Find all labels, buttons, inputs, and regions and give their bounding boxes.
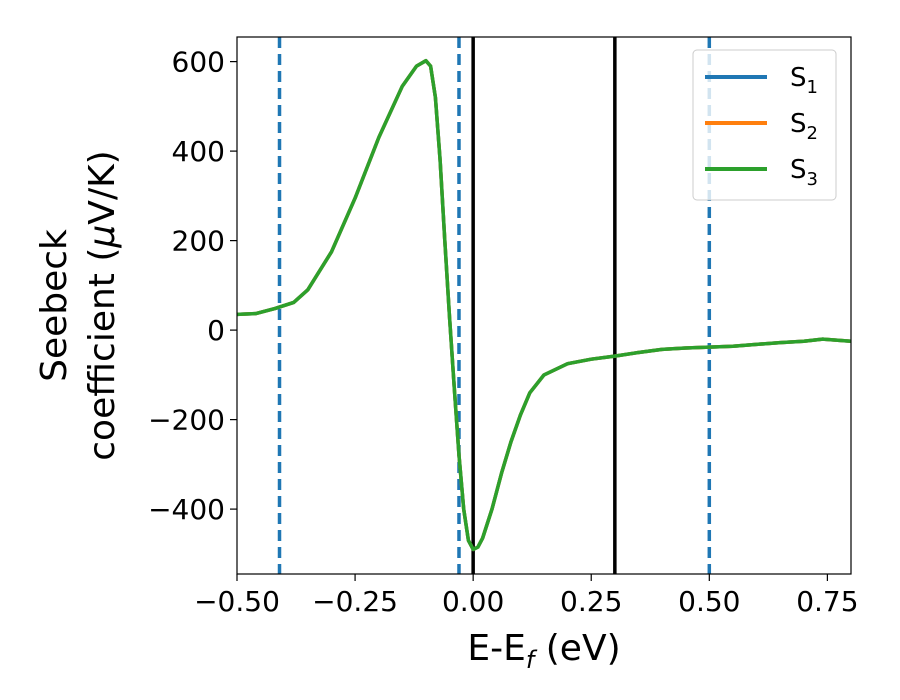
- y-axis: −400 −200 0 200 400 600: [148, 46, 237, 526]
- y-tick-label: 200: [172, 225, 225, 258]
- y-tick-label: −400: [148, 493, 225, 526]
- y-tick-label: 0: [207, 314, 225, 347]
- x-tick-label: −0.50: [194, 585, 280, 618]
- x-tick-label: 0.25: [560, 585, 622, 618]
- svg-text:coefficient (μV/K): coefficient (μV/K): [82, 150, 123, 460]
- y-tick-label: 400: [172, 135, 225, 168]
- svg-text:Seebeck: Seebeck: [34, 229, 75, 382]
- legend-label-s1: S1: [790, 63, 818, 98]
- y-tick-label: 600: [172, 46, 225, 79]
- reference-lines: [277, 37, 712, 574]
- legend-label-s3: S3: [790, 155, 818, 190]
- legend-label-s2: S2: [790, 109, 818, 144]
- x-tick-label: 0.50: [678, 585, 740, 618]
- plot-frame: [236, 36, 852, 575]
- series-layer: [237, 58, 851, 552]
- legend: S1 S2 S3: [692, 49, 837, 201]
- x-axis-title: E-Ef (eV): [467, 628, 620, 674]
- y-tick-label: −200: [148, 404, 225, 437]
- x-axis: −0.50 −0.25 0.00 0.25 0.50 0.75: [194, 574, 859, 618]
- x-tick-label: 0.75: [796, 585, 858, 618]
- series-line-s3: [237, 58, 851, 552]
- y-axis-title: Seebeck coefficient (μV/K): [34, 150, 123, 460]
- x-tick-label: 0.00: [442, 585, 504, 618]
- x-tick-label: −0.25: [312, 585, 398, 618]
